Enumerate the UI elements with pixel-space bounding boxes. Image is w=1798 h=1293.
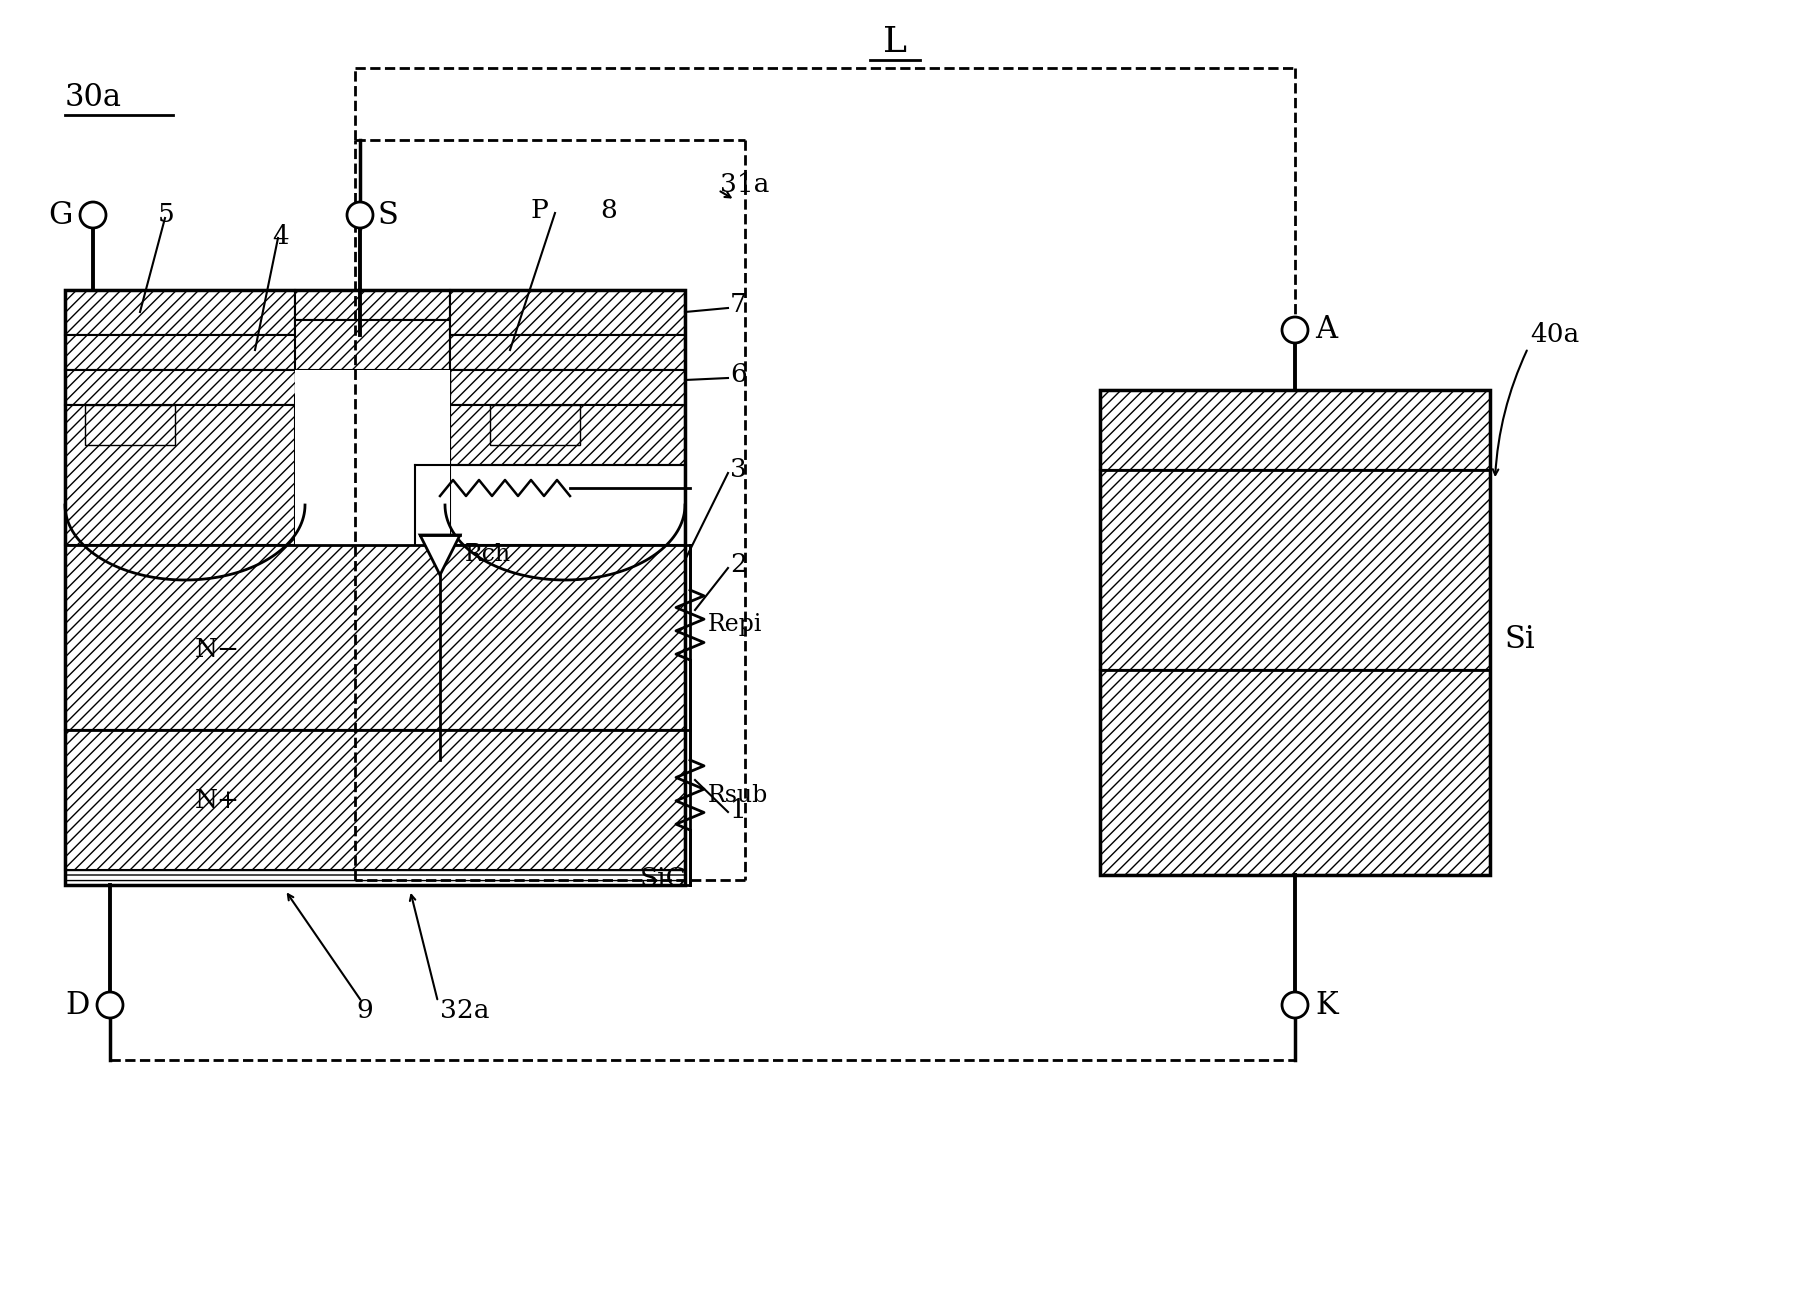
Bar: [1099, 670, 1489, 875]
Text: 9: 9: [356, 997, 374, 1023]
Text: 1: 1: [730, 798, 746, 822]
Text: 30a: 30a: [65, 81, 122, 112]
Bar: [489, 405, 579, 445]
Bar: [65, 290, 295, 335]
Text: N+: N+: [194, 787, 239, 812]
Text: SiC: SiC: [640, 865, 687, 891]
Bar: [450, 370, 685, 405]
Bar: [65, 870, 685, 884]
Text: 32a: 32a: [441, 997, 489, 1023]
Text: 5: 5: [158, 203, 174, 228]
Bar: [295, 370, 450, 394]
Bar: [415, 465, 685, 546]
Bar: [295, 370, 450, 394]
Bar: [65, 335, 306, 370]
Bar: [65, 546, 685, 731]
Bar: [295, 319, 450, 370]
Bar: [295, 290, 450, 319]
Bar: [1099, 390, 1489, 469]
Bar: [1099, 390, 1489, 875]
Text: N−: N−: [194, 637, 239, 662]
Text: 7: 7: [730, 292, 746, 318]
Text: K: K: [1314, 989, 1338, 1020]
Circle shape: [1282, 317, 1307, 343]
Bar: [1099, 469, 1489, 670]
Polygon shape: [419, 535, 460, 575]
Text: 4: 4: [271, 225, 289, 250]
Text: A: A: [1314, 314, 1336, 345]
Bar: [450, 335, 685, 370]
Bar: [295, 394, 450, 546]
Text: Rsub: Rsub: [708, 784, 768, 807]
Bar: [450, 290, 685, 335]
Text: 6: 6: [730, 362, 746, 388]
Text: L: L: [883, 25, 906, 59]
Bar: [450, 405, 685, 546]
Text: P: P: [530, 198, 548, 222]
Text: G: G: [49, 199, 74, 230]
Text: 31a: 31a: [719, 172, 770, 198]
Text: 2: 2: [730, 552, 746, 578]
Text: D: D: [65, 989, 90, 1020]
Text: 3: 3: [730, 458, 746, 482]
Bar: [65, 405, 309, 546]
Bar: [65, 731, 685, 870]
Bar: [65, 290, 685, 884]
Circle shape: [1282, 992, 1307, 1018]
Circle shape: [97, 992, 122, 1018]
Circle shape: [347, 202, 372, 228]
Bar: [65, 370, 309, 405]
Text: 40a: 40a: [1528, 322, 1579, 348]
Text: Rch: Rch: [464, 543, 511, 566]
Text: 8: 8: [601, 198, 617, 222]
Circle shape: [79, 202, 106, 228]
Bar: [295, 394, 450, 546]
Text: Si: Si: [1505, 625, 1535, 656]
Bar: [85, 405, 174, 445]
Text: S: S: [378, 199, 399, 230]
Text: Repi: Repi: [708, 613, 762, 636]
